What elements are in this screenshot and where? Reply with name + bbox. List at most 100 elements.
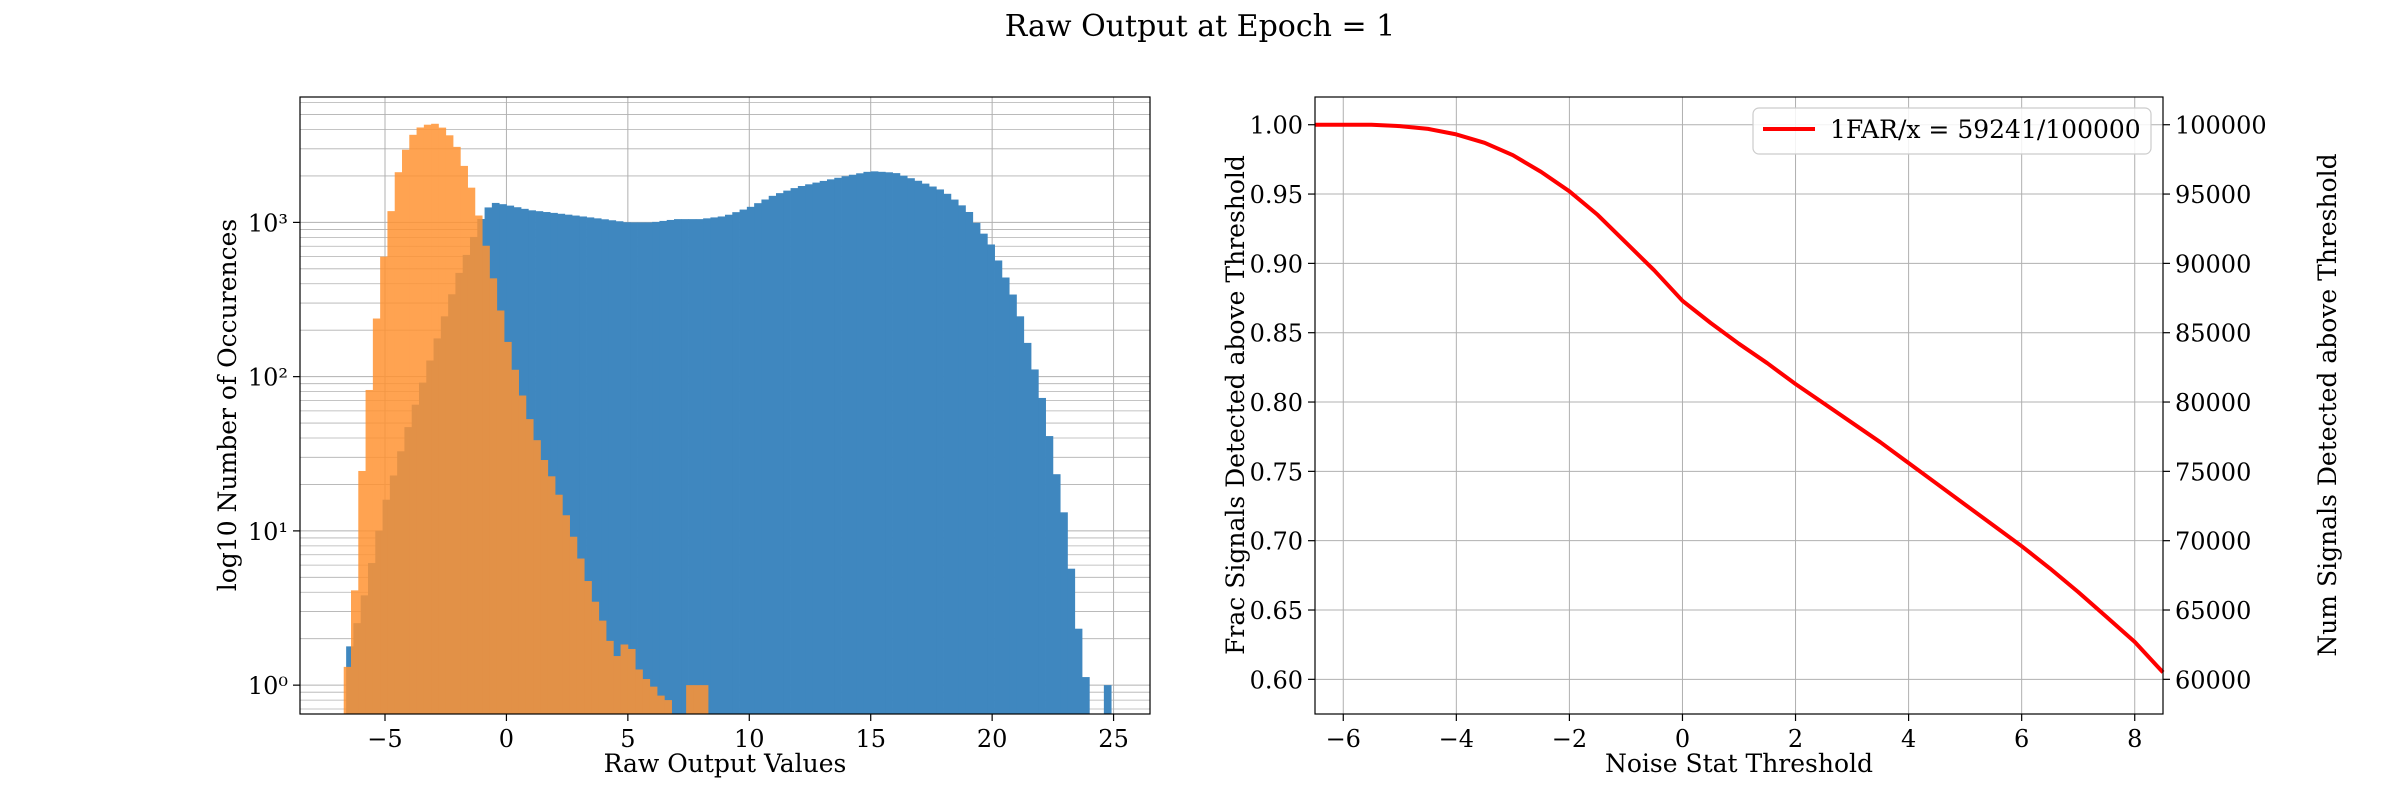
x-tick-label: 4 [1901, 725, 1916, 753]
figure-title: Raw Output at Epoch = 1 [1005, 9, 1396, 44]
orange-histogram-bar [620, 644, 629, 714]
blue-histogram-bar [950, 199, 959, 715]
blue-histogram-bar [1031, 369, 1039, 714]
detection-curve [1315, 122, 2165, 674]
detection-x-ticks: −6 −4 −2 0 2 4 6 8 [1326, 714, 2142, 753]
x-tick-label: −5 [367, 725, 402, 753]
blue-histogram-bar [994, 260, 1003, 714]
x-tick-label: 0 [499, 725, 514, 753]
blue-histogram-bar [674, 219, 682, 715]
blue-histogram-bar [972, 222, 981, 715]
orange-histogram-bar [693, 685, 702, 714]
orange-histogram-bar [518, 395, 527, 714]
blue-histogram-bar [593, 218, 602, 714]
orange-histogram-bar [591, 601, 600, 714]
orange-histogram-bar [649, 686, 658, 714]
blue-histogram-bar [899, 175, 908, 714]
blue-histogram-bar [717, 216, 726, 714]
blue-histogram-bar [623, 222, 631, 715]
y-tick-label: 0.95 [1250, 181, 1303, 209]
y-tick-label: 10² [248, 364, 288, 392]
orange-histogram-bar [664, 700, 672, 714]
blue-histogram-bar [1023, 342, 1032, 714]
x-tick-label: 20 [977, 725, 1008, 753]
orange-histogram-bar [394, 172, 403, 714]
orange-histogram-bar [540, 460, 549, 714]
blue-histogram-bar [812, 182, 821, 714]
x-tick-label: 6 [2014, 725, 2029, 753]
y-tick-label: 0.85 [1250, 320, 1303, 348]
blue-histogram-bar [608, 220, 617, 714]
histogram-x-axis-label: Raw Output Values [604, 749, 847, 778]
orange-histogram-bar [474, 215, 483, 714]
blue-histogram-bar [885, 172, 893, 715]
blue-histogram-bar [637, 222, 646, 714]
blue-histogram-bar [739, 209, 748, 714]
orange-histogram-bar [525, 419, 534, 714]
orange-histogram-bar [613, 656, 621, 714]
blue-histogram-bar [557, 213, 566, 715]
detection-y-ticks-right: 60000 65000 70000 75000 80000 85000 90000 95000… [2163, 112, 2267, 694]
x-tick-label: 5 [620, 725, 635, 753]
blue-histogram-bar [644, 222, 653, 714]
x-tick-label: 10 [734, 725, 765, 753]
y-tick-label: 10³ [248, 209, 288, 237]
blue-histogram-bar [870, 171, 879, 714]
orange-histogram-bar [372, 318, 381, 714]
orange-histogram-bar [496, 310, 505, 714]
orange-histogram-bar [467, 187, 476, 714]
blue-histogram-bar [601, 219, 609, 714]
legend: 1FAR/x = 59241/100000 [1752, 107, 2152, 155]
orange-histogram-bar [380, 256, 388, 714]
y-tick-label: 10⁰ [248, 672, 288, 700]
orange-histogram-bar [365, 389, 374, 714]
y-tick-label: 10¹ [248, 518, 288, 546]
orange-histogram-bar [358, 470, 366, 714]
blue-histogram-bar [1060, 512, 1068, 714]
blue-histogram-bar [681, 219, 689, 715]
detection-right-y-axis-label: Num Signals Detected above Threshold [2313, 153, 2342, 656]
detection-x-axis-label: Noise Stat Threshold [1605, 749, 1873, 778]
blue-histogram-bar [630, 222, 638, 714]
right-y-tick-label: 70000 [2175, 528, 2251, 556]
blue-histogram-bar [1045, 436, 1054, 714]
blue-histogram-bar [1052, 474, 1061, 714]
blue-histogram-bar [732, 212, 740, 714]
blue-histogram-bar [666, 219, 675, 714]
right-y-tick-label: 90000 [2175, 250, 2251, 278]
blue-histogram-bar [1067, 568, 1076, 714]
histogram-y-ticks: 10⁰ 10¹ 10² 10³ [248, 209, 300, 700]
blue-histogram-bar [1009, 294, 1017, 714]
legend-label: 1FAR/x = 59241/100000 [1830, 115, 2141, 144]
y-tick-label: 1.00 [1250, 112, 1303, 140]
right-y-tick-label: 65000 [2175, 597, 2251, 625]
blue-histogram-bar [615, 221, 624, 714]
blue-histogram-bar [819, 180, 828, 715]
orange-histogram-bar [700, 685, 709, 714]
right-y-tick-label: 85000 [2175, 320, 2251, 348]
x-tick-label: −4 [1439, 725, 1474, 753]
blue-histogram-bar [863, 171, 872, 714]
x-tick-label: −6 [1326, 725, 1361, 753]
y-tick-label: 0.60 [1250, 666, 1303, 694]
blue-histogram-bar [936, 189, 944, 715]
blue-histogram-bar [1038, 397, 1046, 714]
blue-histogram-bar [652, 221, 660, 714]
detection-y-ticks: 0.60 0.65 0.70 0.75 0.80 0.85 0.90 0.95 1.00 [1250, 112, 1315, 694]
y-tick-label: 0.90 [1250, 250, 1303, 278]
orange-histogram-bar [569, 536, 578, 714]
orange-histogram-bar [387, 211, 396, 714]
blue-histogram-bar [965, 211, 974, 714]
histogram-x-ticks: −5 0 5 10 15 20 25 [367, 714, 1129, 753]
y-tick-label: 0.65 [1250, 597, 1303, 625]
blue-histogram-bar [703, 218, 711, 714]
blue-histogram-bar [921, 183, 930, 715]
blue-histogram-bar [768, 195, 777, 714]
blue-histogram-bar [564, 214, 573, 714]
orange-histogram-bar [402, 149, 410, 715]
blue-histogram-bar [754, 203, 762, 715]
orange-histogram-bar [627, 648, 636, 714]
right-y-tick-label: 100000 [2175, 112, 2267, 140]
blue-histogram-bar [878, 171, 886, 715]
